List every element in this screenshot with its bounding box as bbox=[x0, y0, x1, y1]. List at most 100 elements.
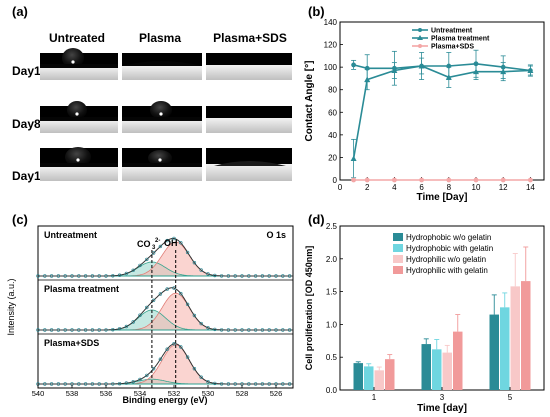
droplet-image-plasma-day14 bbox=[122, 148, 202, 181]
droplet-image-plasma-sds-day8 bbox=[206, 106, 292, 133]
peak-label-o1s: O 1s bbox=[266, 230, 286, 240]
raw-point-plasma-sds bbox=[267, 382, 271, 386]
raw-point-plasma-treatment bbox=[287, 328, 292, 332]
raw-point-untreatment bbox=[49, 274, 54, 278]
raw-point-plasma-treatment bbox=[145, 305, 149, 310]
raw-point-plasma-sds bbox=[56, 382, 61, 386]
legend-swatch-hydrophilic-w-o-gelatin bbox=[393, 255, 403, 263]
raw-point-plasma-treatment bbox=[192, 313, 197, 318]
raw-point-untreatment bbox=[77, 274, 81, 278]
raw-point-plasma-sds bbox=[117, 382, 122, 386]
raw-point-plasma-sds bbox=[138, 377, 142, 382]
bar-hydrophobic-w-o-gelatin-day5 bbox=[489, 314, 499, 390]
raw-point-untreatment bbox=[281, 274, 285, 278]
data-point-plasma-sds bbox=[500, 177, 506, 183]
raw-point-untreatment bbox=[138, 263, 142, 268]
raw-point-plasma-sds bbox=[260, 382, 265, 386]
raw-point-plasma-sds bbox=[219, 382, 224, 386]
raw-point-untreatment bbox=[36, 274, 40, 278]
data-point-plasma-sds bbox=[419, 177, 424, 183]
raw-point-untreatment bbox=[43, 274, 47, 278]
chart-c-ticks: 540 538 536 534 532 530 528 526 bbox=[32, 385, 282, 398]
bar-hydrophobic-with-gelatin-day1 bbox=[364, 366, 374, 390]
chart-d-ylabel: Cell proliferation [OD 450nm] bbox=[304, 246, 314, 371]
raw-point-plasma-sds bbox=[165, 347, 169, 351]
raw-point-plasma-treatment bbox=[260, 328, 265, 332]
data-point-plasma-sds bbox=[392, 177, 397, 183]
raw-point-untreatment bbox=[63, 274, 67, 278]
y-tick-label: 0.0 bbox=[326, 386, 338, 395]
bar-hydrophilic-w-o-gelatin-day3 bbox=[442, 352, 452, 390]
raw-point-plasma-treatment bbox=[253, 328, 258, 332]
panel-c-label: (c) bbox=[12, 212, 28, 227]
data-point-plasma-treatment bbox=[364, 76, 371, 83]
col-header-plasma: Plasma bbox=[139, 31, 181, 45]
raw-point-plasma-treatment bbox=[90, 328, 95, 332]
raw-point-plasma-treatment bbox=[36, 328, 40, 332]
raw-point-plasma-treatment bbox=[97, 328, 101, 332]
raw-point-plasma-sds bbox=[185, 355, 190, 359]
panel-c: (c) 540 538 536 534 532 530 528 526 Untreatment… bbox=[6, 212, 294, 405]
legend-label-hydrophobic-w-o-gelatin: Hydrophobic w/o gelatin bbox=[406, 233, 491, 242]
droplet-image-untreated-day1 bbox=[40, 48, 118, 80]
y-tick-label: 1.0 bbox=[326, 320, 338, 329]
data-point-plasma-sds bbox=[351, 177, 356, 183]
raw-point-plasma-sds bbox=[213, 381, 217, 386]
chart-b-series bbox=[350, 49, 534, 183]
raw-point-plasma-treatment bbox=[185, 302, 190, 306]
bar-hydrophobic-w-o-gelatin-day1 bbox=[353, 363, 363, 390]
raw-point-untreatment bbox=[247, 274, 251, 278]
raw-point-plasma-treatment bbox=[267, 328, 271, 332]
data-point-plasma-sds bbox=[528, 177, 533, 183]
y-tick-label: 0.5 bbox=[326, 353, 338, 362]
raw-point-plasma-treatment bbox=[111, 328, 115, 332]
raw-point-plasma-sds bbox=[97, 382, 101, 386]
legend-label-plasma-sds: Plasma+SDS bbox=[431, 44, 474, 51]
series-line-untreatment bbox=[353, 62, 531, 72]
x-tick-label: 4 bbox=[392, 183, 397, 192]
raw-point-untreatment bbox=[179, 241, 183, 245]
data-point-plasma-sds bbox=[364, 177, 370, 183]
data-point-plasma-treatment bbox=[500, 68, 507, 75]
raw-point-untreatment bbox=[97, 274, 101, 278]
data-point-plasma-treatment bbox=[418, 63, 425, 69]
raw-point-untreatment bbox=[287, 274, 292, 278]
data-point-plasma-treatment bbox=[527, 67, 534, 74]
trace-label-untreatment: Untreatment bbox=[44, 230, 97, 240]
raw-point-untreatment bbox=[206, 272, 210, 276]
x-tick-label: 540 bbox=[32, 389, 45, 398]
annotation-co3-subscript: 3 bbox=[152, 245, 156, 251]
raw-point-plasma-treatment bbox=[219, 328, 224, 332]
raw-point-plasma-sds bbox=[151, 367, 156, 371]
raw-point-plasma-sds bbox=[63, 382, 67, 386]
x-tick-label: 1 bbox=[372, 393, 377, 402]
raw-point-plasma-treatment bbox=[213, 327, 217, 332]
raw-point-untreatment bbox=[117, 273, 122, 277]
raw-point-untreatment bbox=[253, 274, 258, 278]
raw-point-plasma-treatment bbox=[274, 328, 278, 332]
trace-label-plasma-treatment: Plasma treatment bbox=[44, 284, 119, 294]
x-tick-label: 12 bbox=[499, 183, 508, 192]
y-tick-label: 0 bbox=[333, 176, 338, 185]
legend-swatch-hydrophobic-with-gelatin bbox=[393, 244, 403, 252]
raw-point-plasma-sds bbox=[247, 382, 251, 386]
y-tick-label: 2.5 bbox=[326, 222, 338, 231]
chart-b-ylabel: Contact Angle [°] bbox=[304, 61, 315, 142]
raw-point-plasma-treatment bbox=[179, 291, 183, 296]
droplet-image-plasma-day8 bbox=[122, 101, 202, 133]
x-tick-label: 2 bbox=[365, 183, 370, 192]
bar-hydrophilic-w-o-gelatin-day1 bbox=[374, 370, 384, 390]
raw-point-plasma-treatment bbox=[240, 328, 244, 332]
raw-point-untreatment bbox=[172, 236, 176, 241]
raw-point-plasma-treatment bbox=[165, 287, 169, 291]
raw-point-plasma-sds bbox=[199, 375, 203, 379]
annotation-co3: CO 3 2- bbox=[137, 238, 160, 251]
droplet-image-untreated-day8 bbox=[40, 101, 118, 133]
raw-point-untreatment bbox=[213, 273, 217, 278]
chart-b-xlabel: Time [Day] bbox=[417, 192, 468, 203]
raw-point-plasma-treatment bbox=[172, 286, 176, 290]
chart-c-spectra bbox=[36, 236, 293, 388]
raw-point-untreatment bbox=[158, 244, 163, 249]
chart-d-ticks: 0.0 0.5 1.0 1.5 2.0 2.5 1 3 5 bbox=[326, 222, 513, 402]
